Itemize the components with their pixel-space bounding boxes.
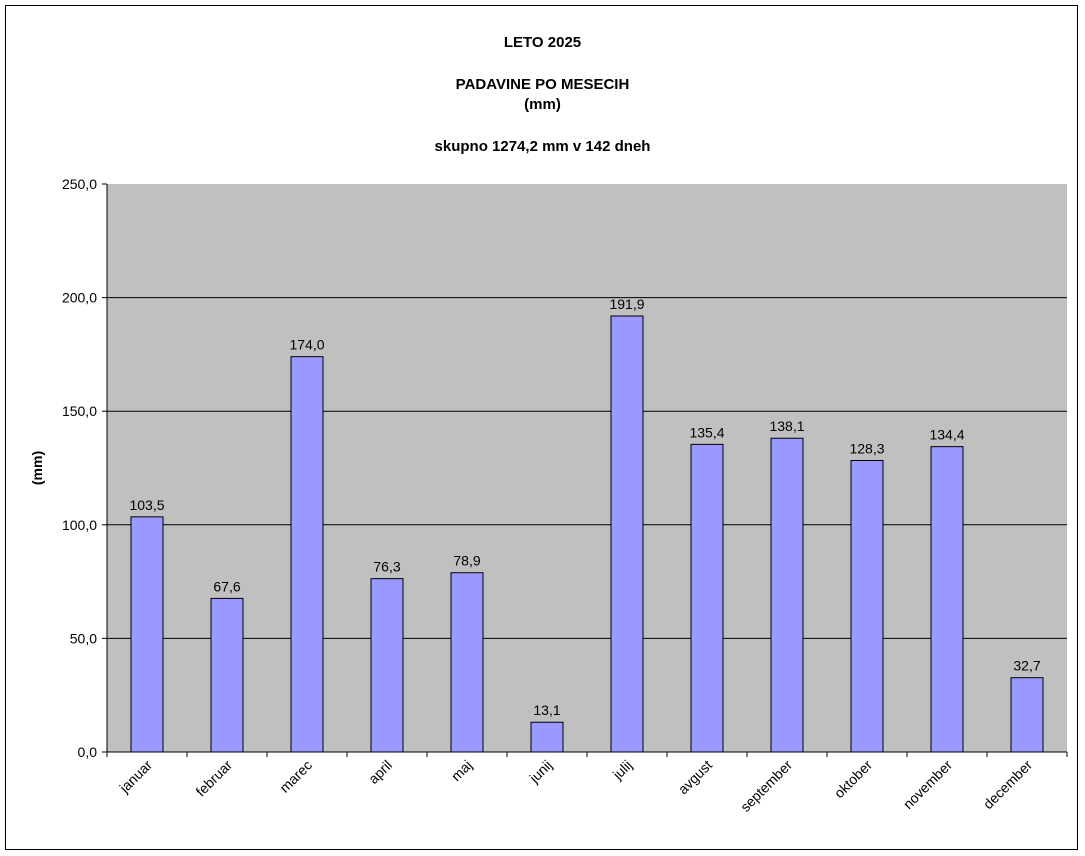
y-tick-label: 100,0	[62, 517, 97, 533]
bar-value-label: 103,5	[129, 497, 164, 513]
bar-value-label: 32,7	[1013, 658, 1040, 674]
bar-value-label: 76,3	[373, 559, 400, 575]
y-tick-label: 150,0	[62, 403, 97, 419]
x-tick-label: december	[980, 757, 1036, 813]
bar	[130, 516, 164, 753]
bar	[530, 721, 564, 753]
x-tick-label: april	[365, 757, 395, 787]
chart-unit: (mm)	[524, 96, 561, 113]
y-tick-label: 50,0	[70, 630, 97, 646]
bar-value-label: 174,0	[289, 337, 324, 353]
bar-value-label: 191,9	[609, 296, 644, 312]
bar	[610, 315, 644, 753]
x-tick-label: november	[900, 757, 956, 813]
chart-title: LETO 2025	[503, 34, 582, 51]
bar	[450, 572, 484, 753]
plot-area	[107, 184, 1067, 752]
chart-total-summary: skupno 1274,2 mm v 142 dneh	[434, 138, 651, 155]
bar-value-label: 78,9	[453, 553, 480, 569]
bar	[210, 597, 244, 753]
chart-subtitle: PADAVINE PO MESECIH	[455, 76, 630, 93]
bar-value-label: 13,1	[533, 702, 560, 718]
bar-value-label: 67,6	[213, 578, 240, 594]
y-tick-label: 200,0	[62, 290, 97, 306]
y-tick-label: 250,0	[62, 176, 97, 192]
y-tick-label: 0,0	[78, 744, 98, 760]
y-axis-label: (mm)	[29, 451, 45, 485]
bar	[770, 437, 804, 753]
bar-value-label: 134,4	[929, 427, 964, 443]
bar-value-label: 135,4	[689, 424, 724, 440]
x-tick-label: januar	[116, 757, 156, 797]
bar-value-label: 128,3	[849, 441, 884, 457]
bar	[930, 446, 964, 753]
bar	[850, 460, 884, 753]
bar	[690, 443, 724, 753]
x-tick-label: marec	[276, 757, 315, 796]
bar	[290, 356, 324, 753]
x-tick-label: junij	[525, 757, 555, 787]
x-tick-label: avgust	[675, 757, 716, 798]
bar	[1010, 677, 1044, 753]
x-tick-label: februar	[192, 757, 235, 800]
x-tick-label: september	[737, 757, 795, 815]
x-tick-label: maj	[448, 757, 475, 784]
x-tick-label: oktober	[831, 757, 876, 802]
bar-value-label: 138,1	[769, 418, 804, 434]
bar	[370, 578, 404, 753]
x-tick-label: julij	[609, 757, 635, 783]
